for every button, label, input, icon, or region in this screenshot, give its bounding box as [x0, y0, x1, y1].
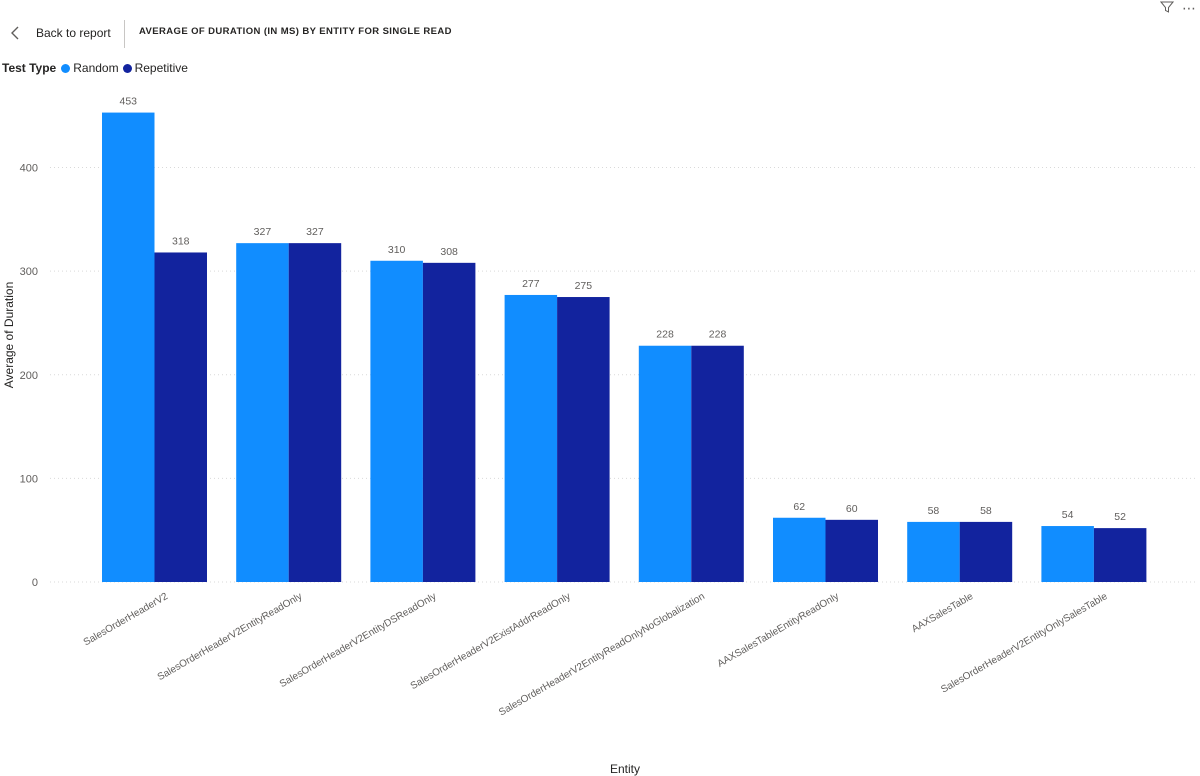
visual-header-icons: ⋯	[1159, 0, 1196, 17]
top-toolbar: Back to report AVERAGE OF DURATION (IN M…	[0, 0, 1200, 64]
x-tick-label: AAXSalesTable	[910, 591, 976, 635]
data-label: 228	[656, 329, 674, 341]
bar-random-1[interactable]	[236, 243, 289, 583]
y-axis-title: Average of Duration	[2, 282, 16, 389]
bar-repetitive-3[interactable]	[557, 297, 610, 582]
data-label: 58	[980, 505, 992, 517]
filter-icon[interactable]	[1159, 0, 1175, 17]
legend-label-random: Random	[73, 61, 119, 75]
back-to-report-button[interactable]: Back to report	[10, 22, 111, 44]
x-tick-label: SalesOrderHeaderV2EntityDSReadOnly	[278, 591, 439, 690]
bar-random-4[interactable]	[638, 345, 692, 582]
bar-random-2[interactable]	[370, 260, 423, 582]
legend-dot-repetitive	[122, 63, 132, 73]
back-to-report-label: Back to report	[36, 26, 111, 40]
data-label: 318	[172, 235, 190, 247]
data-label: 453	[119, 96, 137, 108]
data-label: 310	[388, 244, 406, 256]
y-tick-label: 300	[20, 266, 38, 278]
visual-title: AVERAGE OF DURATION (IN MS) BY ENTITY FO…	[139, 26, 452, 37]
data-label: 62	[793, 501, 805, 513]
legend-item-repetitive[interactable]: Repetitive	[122, 61, 188, 75]
bar-random-3[interactable]	[504, 294, 558, 582]
bar-repetitive-1[interactable]	[288, 243, 342, 583]
bar-repetitive-7[interactable]	[1093, 528, 1147, 582]
legend-title: Test Type	[2, 61, 57, 75]
bar-random-0[interactable]	[102, 112, 155, 583]
x-tick-label: SalesOrderHeaderV2ExistAddrReadOnly	[409, 591, 573, 692]
toolbar-divider	[124, 20, 125, 48]
y-tick-label: 0	[32, 577, 38, 589]
x-tick-label: SalesOrderHeaderV2EntityReadOnlyNoGlobal…	[497, 591, 707, 718]
bar-repetitive-0[interactable]	[154, 252, 208, 582]
y-tick-label: 400	[20, 163, 38, 175]
data-labels: 453 318 327 327 310 308 277 275 228 228 62 60 58 58 54…	[119, 96, 1126, 524]
chevron-left-icon	[11, 26, 19, 40]
y-tick-label: 200	[20, 370, 38, 382]
data-label: 60	[846, 503, 858, 515]
data-label: 308	[440, 246, 458, 258]
bar-repetitive-6[interactable]	[959, 521, 1013, 582]
y-tick-label: 100	[20, 473, 38, 485]
bar-repetitive-4[interactable]	[691, 345, 744, 582]
bar-repetitive-2[interactable]	[422, 262, 476, 582]
bar-random-6[interactable]	[907, 521, 960, 582]
legend-item-random[interactable]: Random	[61, 61, 119, 75]
data-label: 58	[928, 505, 940, 517]
bar-random-7[interactable]	[1041, 526, 1094, 582]
x-tick-label: AAXSalesTableEntityReadOnly	[716, 591, 841, 670]
legend-dot-random	[61, 63, 71, 73]
x-axis-ticks: SalesOrderHeaderV2SalesOrderHeaderV2Enti…	[82, 591, 1110, 719]
bar-repetitive-5[interactable]	[825, 519, 879, 582]
data-label: 228	[709, 329, 727, 341]
bar-random-5[interactable]	[773, 517, 826, 582]
data-label: 327	[306, 226, 324, 238]
data-label: 277	[522, 278, 540, 290]
gridlines	[50, 167, 1196, 583]
bars	[102, 112, 1147, 583]
x-axis-title: Entity	[610, 762, 640, 776]
data-label: 275	[575, 280, 593, 292]
legend-label-repetitive: Repetitive	[134, 61, 188, 75]
x-tick-label: SalesOrderHeaderV2EntityReadOnly	[156, 591, 304, 683]
y-axis-ticks: 0 100 200 300 400	[20, 163, 38, 590]
x-tick-label: SalesOrderHeaderV2	[82, 591, 171, 649]
more-options-icon[interactable]: ⋯	[1182, 0, 1196, 16]
data-label: 327	[254, 226, 272, 238]
data-label: 52	[1114, 511, 1126, 523]
legend: Test Type Random Repetitive	[2, 61, 192, 75]
data-label: 54	[1062, 509, 1074, 521]
